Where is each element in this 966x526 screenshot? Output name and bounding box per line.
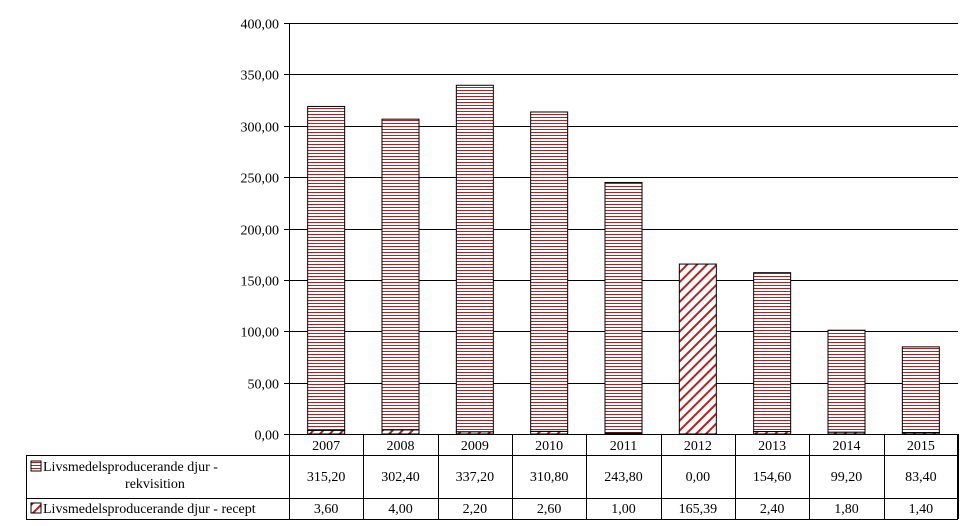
bar-rekvisition [530, 111, 569, 432]
data-label-recept: 1,40 [909, 502, 934, 517]
bar-recept [678, 263, 717, 435]
legend-label-recept: Livsmedelsproducerande djur - recept [43, 502, 256, 517]
data-label-recept: 2,40 [760, 502, 785, 517]
x-category-label: 2009 [461, 439, 489, 454]
data-label-rekvisition: 0,00 [686, 470, 711, 485]
data-label-recept: 1,80 [834, 502, 859, 517]
data-label-recept: 2,20 [463, 502, 488, 517]
data-label-rekvisition: 83,40 [905, 470, 937, 485]
y-tick-label: 150,00 [241, 275, 280, 290]
data-label-recept: 165,39 [679, 502, 718, 517]
data-label-rekvisition: 315,20 [307, 470, 346, 485]
data-table: 2007 2008 2009 2010 2011 2012 2013 2014 2015 Livs… [26, 434, 959, 520]
y-tick-label: 50,00 [248, 378, 280, 393]
y-tick-label: 200,00 [241, 224, 280, 239]
y-tick-label: 300,00 [241, 121, 280, 136]
data-label-rekvisition: 302,40 [381, 470, 420, 485]
data-label-recept: 4,00 [388, 502, 413, 517]
bar-rekvisition [455, 84, 494, 433]
legend-key-rekvisition [30, 460, 42, 472]
x-category-label: 2012 [684, 439, 712, 454]
bar-rekvisition [604, 181, 643, 434]
x-category-label: 2015 [907, 439, 935, 454]
data-label-rekvisition: 243,80 [604, 470, 643, 485]
y-tick-label: 400,00 [241, 18, 280, 33]
x-category-label: 2008 [387, 439, 415, 454]
bar-recept [381, 429, 420, 435]
y-axis: 0,00 50,00 100,00 150,00 200,00 250,00 300,00 3… [241, 18, 290, 444]
x-category-label: 2007 [312, 439, 340, 454]
data-label-rekvisition: 337,20 [456, 470, 495, 485]
legend-key-recept [30, 502, 42, 514]
bar-rekvisition [307, 105, 346, 431]
data-label-recept: 2,60 [537, 502, 562, 517]
x-category-label: 2013 [758, 439, 786, 454]
y-tick-label: 100,00 [241, 326, 280, 341]
data-label-recept: 1,00 [611, 502, 636, 517]
bar-rekvisition [827, 329, 866, 433]
x-category-label: 2011 [610, 439, 637, 454]
bar-recept [307, 429, 346, 435]
y-tick-label: 350,00 [241, 69, 280, 84]
data-label-rekvisition: 154,60 [753, 470, 792, 485]
x-category-label: 2010 [535, 439, 563, 454]
x-category-label: 2014 [833, 439, 861, 454]
y-tick-label: 0,00 [255, 429, 280, 444]
bar-rekvisition [901, 346, 940, 434]
data-label-rekvisition: 99,20 [831, 470, 863, 485]
legend-label-rekvisition: Livsmedelsproducerande djur -rekvisition [43, 460, 218, 492]
data-label-rekvisition: 310,80 [530, 470, 569, 485]
bar-rekvisition [753, 272, 792, 433]
data-label-recept: 3,60 [314, 502, 339, 517]
y-tick-label: 250,00 [241, 172, 280, 187]
bars [307, 84, 940, 435]
bar-rekvisition [381, 118, 420, 431]
